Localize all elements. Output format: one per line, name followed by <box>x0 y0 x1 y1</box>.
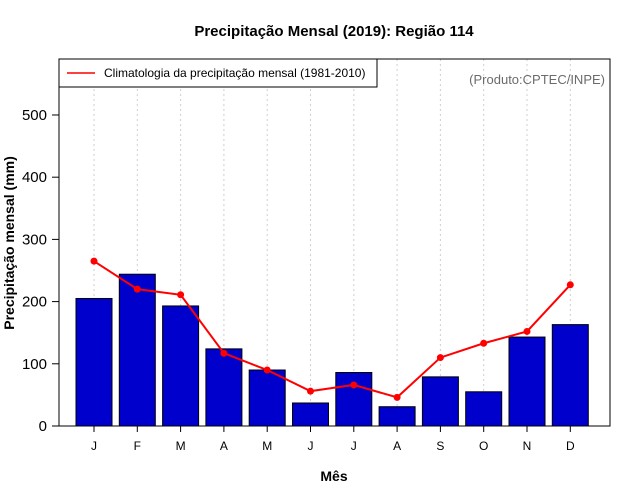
climatology-point-2 <box>133 285 141 293</box>
source-annotation: (Produto:CPTEC/INPE) <box>469 72 605 87</box>
climatology-point-9 <box>436 354 444 362</box>
y-axis-label: Precipitação mensal (mm) <box>1 156 17 330</box>
bar-7 <box>335 372 373 427</box>
y-tick-label: 400 <box>22 169 47 186</box>
bar-11 <box>508 336 546 427</box>
climatology-point-1 <box>90 257 98 265</box>
bar-12 <box>551 324 589 427</box>
climatology-point-12 <box>566 281 574 289</box>
bar-2 <box>118 273 156 427</box>
x-tick-label: J <box>308 439 314 453</box>
bar-1 <box>75 297 113 427</box>
climatology-point-3 <box>177 291 185 299</box>
chart-title: Precipitação Mensal (2019): Região 114 <box>194 23 474 40</box>
bar-9 <box>421 376 459 427</box>
y-tick-label: 300 <box>22 231 47 248</box>
bar-3 <box>162 305 200 427</box>
y-tick-label: 0 <box>39 418 47 435</box>
climatology-point-5 <box>263 366 271 374</box>
x-axis-label: Mês <box>320 468 347 484</box>
x-tick-label: N <box>523 439 532 453</box>
bar-8 <box>378 406 416 427</box>
climatology-point-8 <box>393 393 401 401</box>
climatology-polyline <box>93 260 572 399</box>
legend: Climatologia da precipitação mensal (198… <box>58 58 378 88</box>
x-tick-label: O <box>479 439 488 453</box>
x-tick-label: M <box>176 439 186 453</box>
x-tick-label: F <box>134 439 141 453</box>
x-tick-label: A <box>220 439 228 453</box>
x-tick-label: J <box>351 439 357 453</box>
x-tick-label: M <box>262 439 272 453</box>
climatology-point-6 <box>307 387 314 395</box>
x-tick-label: J <box>91 439 97 453</box>
legend-label: Climatologia da precipitação mensal (198… <box>104 66 365 80</box>
y-tick-label: 200 <box>22 294 47 311</box>
y-tick-label: 500 <box>22 107 47 124</box>
bar-5 <box>248 369 286 427</box>
x-tick-label: S <box>436 439 444 453</box>
bar-6 <box>292 402 329 427</box>
x-tick-label: D <box>566 439 575 453</box>
x-tick-label: A <box>393 439 401 453</box>
bars <box>75 273 589 427</box>
climatology-point-11 <box>523 327 531 335</box>
y-tick-label: 100 <box>22 356 47 373</box>
climatology-point-10 <box>480 339 488 347</box>
climatology-line <box>90 257 574 401</box>
legend-box <box>58 58 378 88</box>
bar-4 <box>205 348 243 427</box>
climatology-point-4 <box>220 349 228 357</box>
climatology-point-7 <box>350 381 358 389</box>
axes: 0 100 200 300 400 500 J F M A M J J A S O N D <box>22 107 575 453</box>
bar-10 <box>465 391 503 427</box>
